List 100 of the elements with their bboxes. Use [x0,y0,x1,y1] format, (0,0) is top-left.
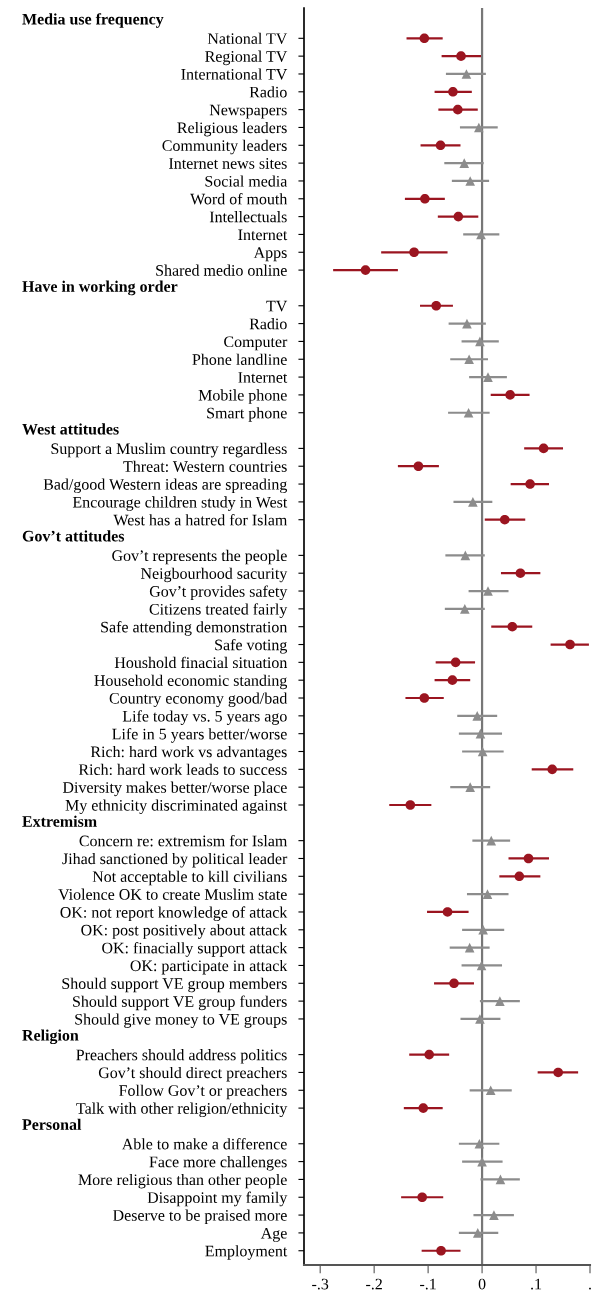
point [474,1138,485,1149]
y-tick-label: My ethnicity discriminated against [65,799,288,814]
point [565,639,575,650]
point [478,924,488,935]
point [431,300,442,311]
point [442,907,453,917]
y-tick-label: Face more challenges [149,1156,287,1171]
y-tick-label: Age [260,1227,287,1242]
y-tick-label: Computer [224,336,288,351]
point [477,746,488,757]
text: Extremism [22,815,97,827]
point [463,407,474,418]
x-tick-label: -.1 [420,1278,436,1290]
point [482,889,493,899]
point [464,354,474,365]
point [448,86,458,97]
point [472,1228,483,1238]
y-tick-label: Household economic standing [94,674,288,690]
y-tick-label: Phone landline [192,353,287,365]
x-tick-label: 0 [478,1278,486,1290]
y-tick-label: OK: participate in attack [130,959,288,975]
y-tick-label: Violence OK to create Muslim state [58,888,287,900]
point [456,51,466,61]
point [485,1085,496,1096]
point [468,497,478,507]
y-tick-label: International TV [181,68,288,80]
x-tick-label: .1 [531,1278,542,1290]
point [453,211,464,222]
y-tick-label: Mobile phone [198,389,287,404]
point [472,711,483,721]
text: Religion [22,1029,79,1045]
y-tick-label: Deserve to be praised more [113,1209,287,1225]
point [449,978,459,989]
y-tick-label: Life in 5 years better/worse [112,728,287,743]
point [483,372,493,382]
y-tick-label: Gov’t represents the people [112,549,287,565]
y-tick-label: Safe voting [215,638,288,654]
y-tick-label: Regional TV [205,50,288,66]
point [553,1067,563,1078]
y-tick-label: More religious than other people [78,1173,287,1189]
point [452,104,463,115]
point [409,247,419,258]
point [523,853,534,864]
y-tick-label: Houshold finacial situation [114,656,288,669]
point [475,1014,485,1024]
y-tick-label: Preachers should address politics [76,1049,287,1064]
text: Media use frequency [22,13,164,28]
y-tick-label: Rich: hard work leads to success [78,763,287,776]
y-tick-label: Radio [249,318,287,330]
y-tick-label: West has a hatred for Islam [113,514,288,526]
point [405,800,416,810]
y-tick-label: Social media [205,175,288,187]
y-tick-label: Citizens treated fairly [149,603,288,618]
y-tick-label: Community leaders [162,139,287,155]
y-tick-label: Jihad sanctioned by political leader [62,852,288,868]
point [460,604,470,614]
y-tick-label: Neigbourhood sacurity [140,567,288,583]
point [460,550,471,561]
y-tick-label: Disappoint my family [147,1191,288,1207]
y-tick-label: Should support VE group members [62,977,287,993]
y-tick-label: Gov’t provides safety [149,585,288,601]
point [474,122,484,133]
point [495,996,505,1006]
point [419,693,430,703]
point [418,1103,429,1113]
y-tick-label: Intellectuals [209,211,287,223]
y-tick-label: Newspapers [209,104,287,119]
x-tick-label: . [589,1287,591,1290]
point [525,479,535,489]
y-tick-label: Encourage children study in West [72,496,288,511]
y-tick-label: Concern re: extremism for Islam [79,834,288,847]
point [420,193,430,204]
y-tick-label: Threat: Western countries [123,460,287,473]
point [483,586,493,596]
point [514,871,525,882]
point [495,1174,506,1185]
point [515,568,526,579]
y-tick-label: OK: post positively about attack [81,924,288,939]
y-tick-label: Support a Muslim country regardless [51,442,287,458]
point [447,675,458,685]
y-tick-label: Rich: hard work vs advantages [90,745,287,761]
y-tick-label: Country economy good/bad [109,692,288,707]
point [461,69,472,79]
y-tick-label: Gov’t should direct preachers [98,1066,287,1082]
text: Gov’t attitudes [22,530,125,542]
y-tick-label: Not acceptable to kill civilians [92,870,287,886]
point [413,461,424,472]
point [360,265,371,275]
y-tick-label: National TV [207,32,288,45]
y-tick-label: Apps [253,247,287,262]
text: Have in working order [22,280,178,296]
point [507,621,518,632]
y-tick-label: Radio [249,86,287,98]
y-tick-label: Able to make a difference [121,1138,287,1150]
point [486,835,497,846]
y-tick-label: Follow Gov’t or preachers [119,1084,287,1100]
y-tick-label: Smart phone [207,407,287,422]
text: Personal [22,1118,82,1130]
point [547,764,558,775]
point [505,390,515,400]
